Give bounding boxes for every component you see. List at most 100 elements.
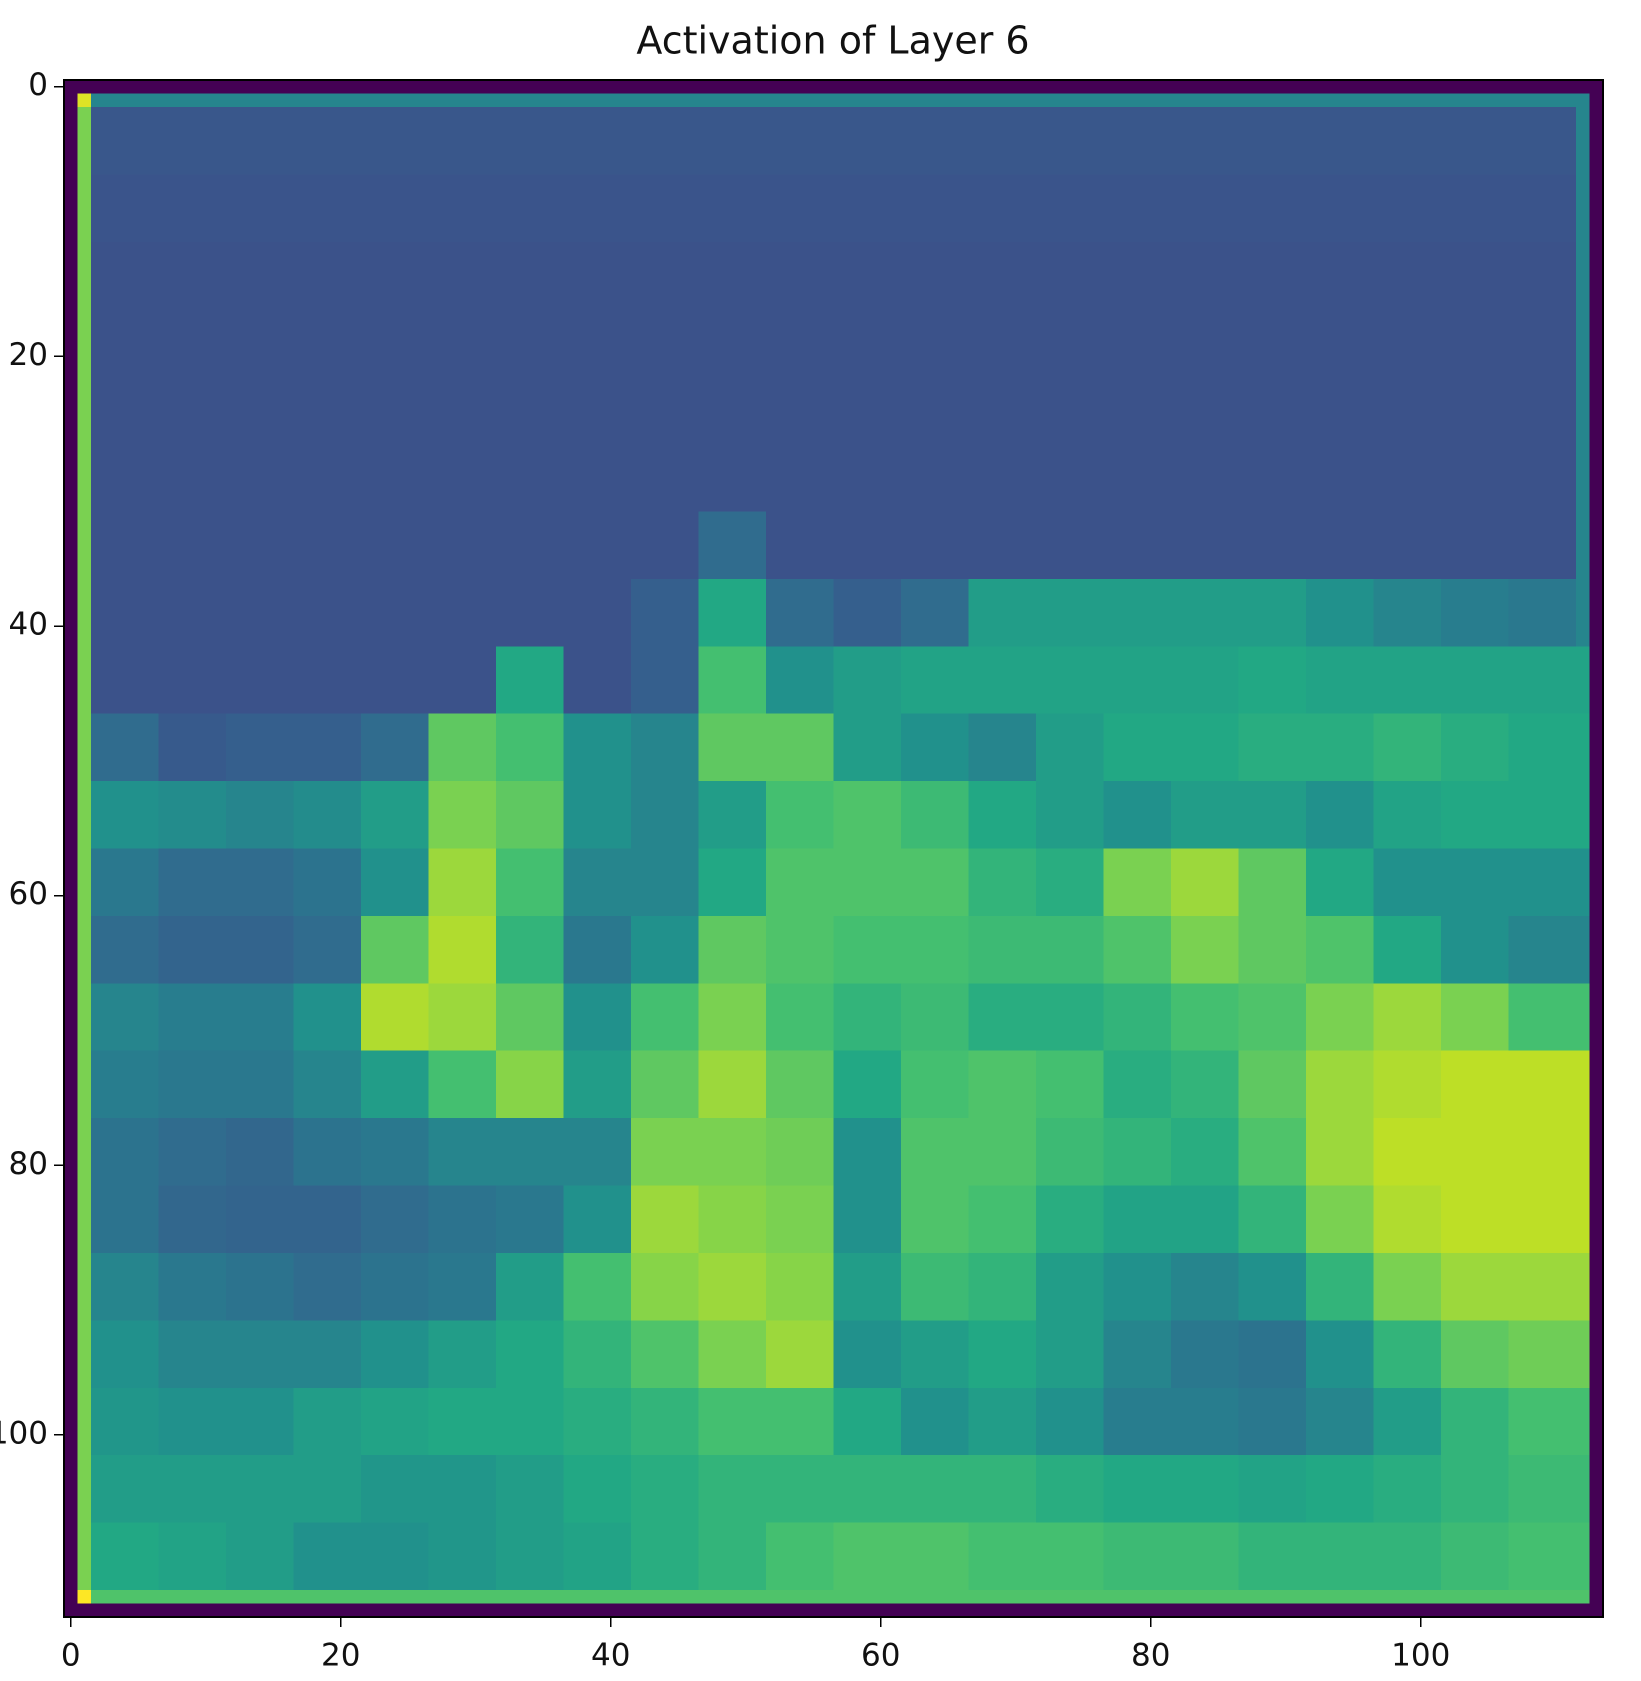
heatmap-cell xyxy=(631,1455,699,1524)
heatmap-cell xyxy=(1576,93,1590,108)
heatmap-cell xyxy=(158,1590,227,1605)
heatmap-cell xyxy=(833,80,902,94)
heatmap-cell xyxy=(1589,1252,1604,1321)
heatmap-cell xyxy=(1306,1522,1374,1591)
heatmap-cell xyxy=(1036,578,1104,647)
heatmap-cell xyxy=(1238,174,1307,243)
heatmap-cell xyxy=(1508,1320,1577,1389)
heatmap-cell xyxy=(226,1252,294,1321)
heatmap-cell xyxy=(1508,1590,1577,1605)
heatmap-cell xyxy=(226,1603,294,1618)
heatmap-cell xyxy=(1306,174,1374,243)
heatmap-cell xyxy=(1306,646,1374,715)
heatmap-cell xyxy=(64,578,78,647)
heatmap-cell xyxy=(1171,1252,1239,1321)
heatmap-cell xyxy=(158,1455,227,1524)
chart-title: Activation of Layer 6 xyxy=(636,19,1029,63)
heatmap-cell xyxy=(1576,1185,1590,1254)
heatmap-cell xyxy=(77,1387,92,1456)
heatmap-cell xyxy=(91,241,159,310)
heatmap-cell xyxy=(1589,713,1604,782)
heatmap-cell xyxy=(1508,174,1577,243)
heatmap-cell xyxy=(361,1522,429,1591)
heatmap-cell xyxy=(968,848,1037,917)
heatmap-cell xyxy=(1103,646,1172,715)
heatmap-cell xyxy=(1238,309,1307,378)
heatmap-cell xyxy=(563,511,632,580)
heatmap-cell xyxy=(698,1603,767,1618)
heatmap-cell xyxy=(1508,1118,1577,1187)
heatmap-cell xyxy=(563,1455,632,1524)
heatmap-cell xyxy=(1306,1387,1374,1456)
heatmap-cell xyxy=(901,1252,969,1321)
heatmap-cell xyxy=(496,915,564,984)
heatmap-cell xyxy=(158,1118,227,1187)
heatmap-cell xyxy=(698,915,767,984)
heatmap-cell xyxy=(968,781,1037,849)
heatmap-cell xyxy=(226,848,294,917)
heatmap-cell xyxy=(766,1387,834,1456)
heatmap-cell xyxy=(563,93,632,108)
heatmap-cell xyxy=(766,1050,834,1119)
heatmap-cell xyxy=(901,174,969,243)
heatmap-cell xyxy=(91,1118,159,1187)
heatmap-cell xyxy=(766,713,834,782)
heatmap-cell xyxy=(293,93,362,108)
heatmap-cell xyxy=(833,376,902,445)
heatmap-cell xyxy=(968,80,1037,94)
heatmap-cell xyxy=(1508,781,1577,849)
heatmap-cell xyxy=(1036,713,1104,782)
heatmap-cell xyxy=(1171,781,1239,849)
heatmap-cell xyxy=(766,511,834,580)
heatmap-cell xyxy=(64,93,78,108)
heatmap-cell xyxy=(91,93,159,108)
heatmap-cell xyxy=(64,1603,78,1618)
heatmap-cell xyxy=(631,1590,699,1605)
heatmap-cell xyxy=(361,106,429,175)
heatmap-cell xyxy=(1171,1118,1239,1187)
heatmap-cell xyxy=(1441,1050,1509,1119)
heatmap-cell xyxy=(1589,511,1604,580)
heatmap-cell xyxy=(1373,915,1442,984)
heatmap-cell xyxy=(226,93,294,108)
heatmap-cell xyxy=(833,1185,902,1254)
heatmap-cell xyxy=(64,444,78,512)
heatmap-cell xyxy=(833,1522,902,1591)
heatmap-cell xyxy=(1171,1185,1239,1254)
heatmap-cell xyxy=(428,1252,497,1321)
heatmap-cell xyxy=(226,1522,294,1591)
heatmap-cell xyxy=(698,309,767,378)
heatmap-cell xyxy=(1306,578,1374,647)
heatmap-cell xyxy=(563,1050,632,1119)
heatmap-cell xyxy=(496,309,564,378)
heatmap-cell xyxy=(1373,376,1442,445)
heatmap-cell xyxy=(361,444,429,512)
heatmap-cell xyxy=(77,1455,92,1524)
heatmap-cell xyxy=(77,1590,92,1605)
heatmap-cell xyxy=(1441,174,1509,243)
heatmap-cell xyxy=(77,1185,92,1254)
heatmap-cell xyxy=(563,1590,632,1605)
heatmap-cell xyxy=(901,1455,969,1524)
heatmap-cell xyxy=(77,713,92,782)
heatmap-cell xyxy=(1306,781,1374,849)
heatmap-cell xyxy=(968,915,1037,984)
heatmap-cell xyxy=(91,915,159,984)
heatmap-cell xyxy=(1508,309,1577,378)
heatmap-cell xyxy=(226,174,294,243)
heatmap-cell xyxy=(1171,713,1239,782)
heatmap-cell xyxy=(77,1603,92,1618)
heatmap-cell xyxy=(631,713,699,782)
heatmap-cell xyxy=(1576,848,1590,917)
heatmap-cell xyxy=(428,309,497,378)
heatmap-cell xyxy=(901,848,969,917)
heatmap-cell xyxy=(833,511,902,580)
heatmap-cell xyxy=(1171,1387,1239,1456)
heatmap-cell xyxy=(1171,1050,1239,1119)
heatmap-cell xyxy=(158,241,227,310)
heatmap-cell xyxy=(77,1320,92,1389)
heatmap-cell xyxy=(631,241,699,310)
heatmap-cell xyxy=(428,1320,497,1389)
heatmap-cell xyxy=(1576,106,1590,175)
heatmap-cell xyxy=(158,309,227,378)
